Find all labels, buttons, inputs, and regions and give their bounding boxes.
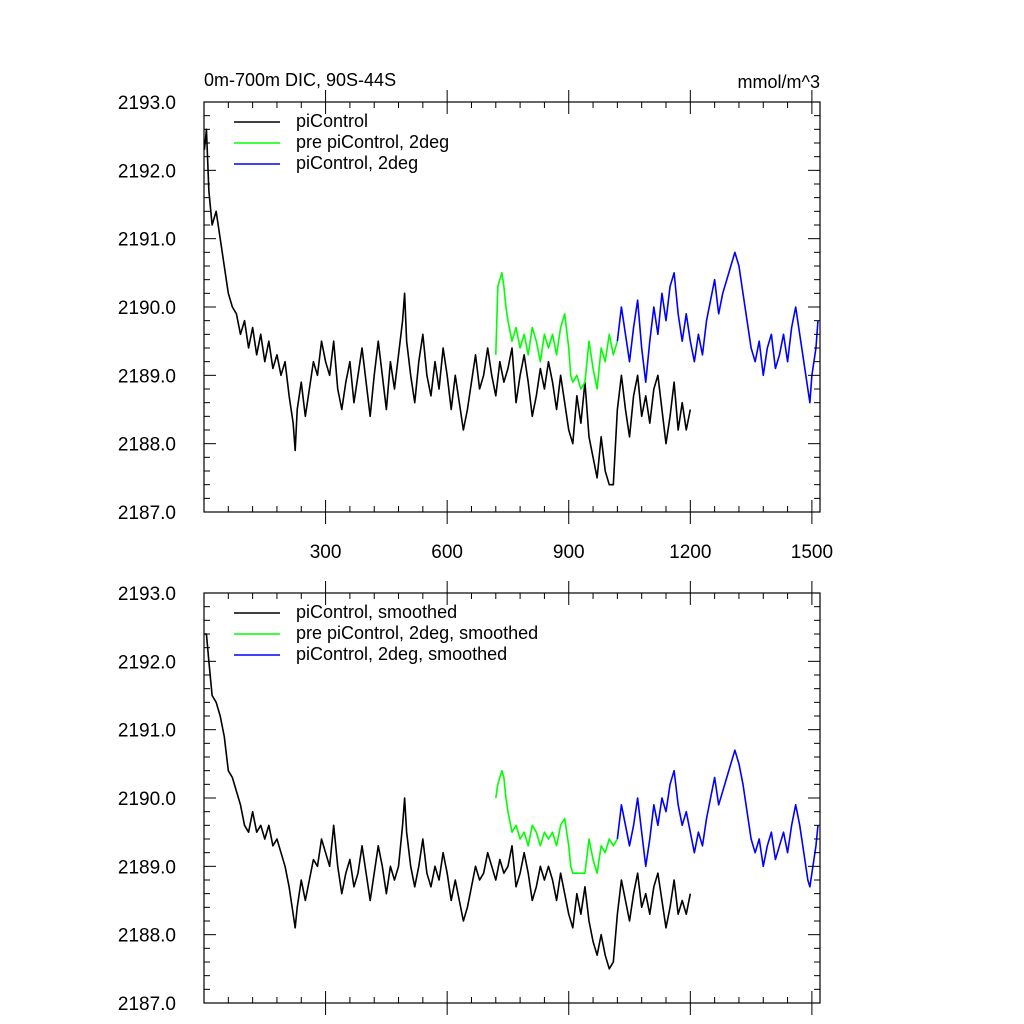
- x-tick-label: 300: [310, 542, 342, 563]
- y-tick-label: 2188.0: [118, 926, 176, 947]
- y-tick-label: 2191.0: [118, 721, 176, 742]
- x-tick-label: 1200: [669, 542, 711, 563]
- legend-label: piControl, smoothed: [296, 602, 457, 622]
- series-line-2: [494, 769, 619, 874]
- legend-label: piControl, 2deg, smoothed: [296, 644, 507, 664]
- series-line-3: [616, 749, 819, 888]
- legend-label: piControl: [296, 111, 368, 131]
- x-tick-label: 900: [553, 542, 585, 563]
- y-tick-label: 2187.0: [118, 994, 176, 1015]
- y-tick-label: 2188.0: [118, 435, 176, 456]
- y-tick-label: 2187.0: [118, 503, 176, 524]
- bottom-plot-panel: 2187.0 2188.0 2189.0 2190.0 2191.0 2192.0 2193…: [118, 581, 821, 1015]
- legend-label: piControl, 2deg: [296, 153, 418, 173]
- y-tick-label: 2193.0: [118, 93, 176, 114]
- figure-units: mmol/m^3: [738, 72, 820, 92]
- y-tick-label: 2192.0: [118, 161, 176, 182]
- legend-label: pre piControl, 2deg, smoothed: [296, 623, 538, 643]
- x-tick-label: 1500: [791, 542, 833, 563]
- y-tick-label: 2192.0: [118, 652, 176, 673]
- series-line-3: [616, 251, 819, 404]
- top-plot-panel: 2187.0 2188.0 2189.0 2190.0 2191.0 2192.0 2193…: [118, 90, 833, 563]
- y-tick-label: 2189.0: [118, 366, 176, 387]
- series-line-1: [204, 128, 692, 486]
- x-tick-label: 600: [431, 542, 463, 563]
- y-tick-label: 2190.0: [118, 789, 176, 810]
- series-line-2: [494, 272, 619, 390]
- y-tick-label: 2191.0: [118, 230, 176, 251]
- figure-title: 0m-700m DIC, 90S-44S: [204, 70, 396, 90]
- y-tick-label: 2190.0: [118, 298, 176, 319]
- y-tick-label: 2193.0: [118, 584, 176, 605]
- legend-label: pre piControl, 2deg: [296, 132, 449, 152]
- series-line-1: [204, 633, 692, 970]
- y-tick-label: 2189.0: [118, 857, 176, 878]
